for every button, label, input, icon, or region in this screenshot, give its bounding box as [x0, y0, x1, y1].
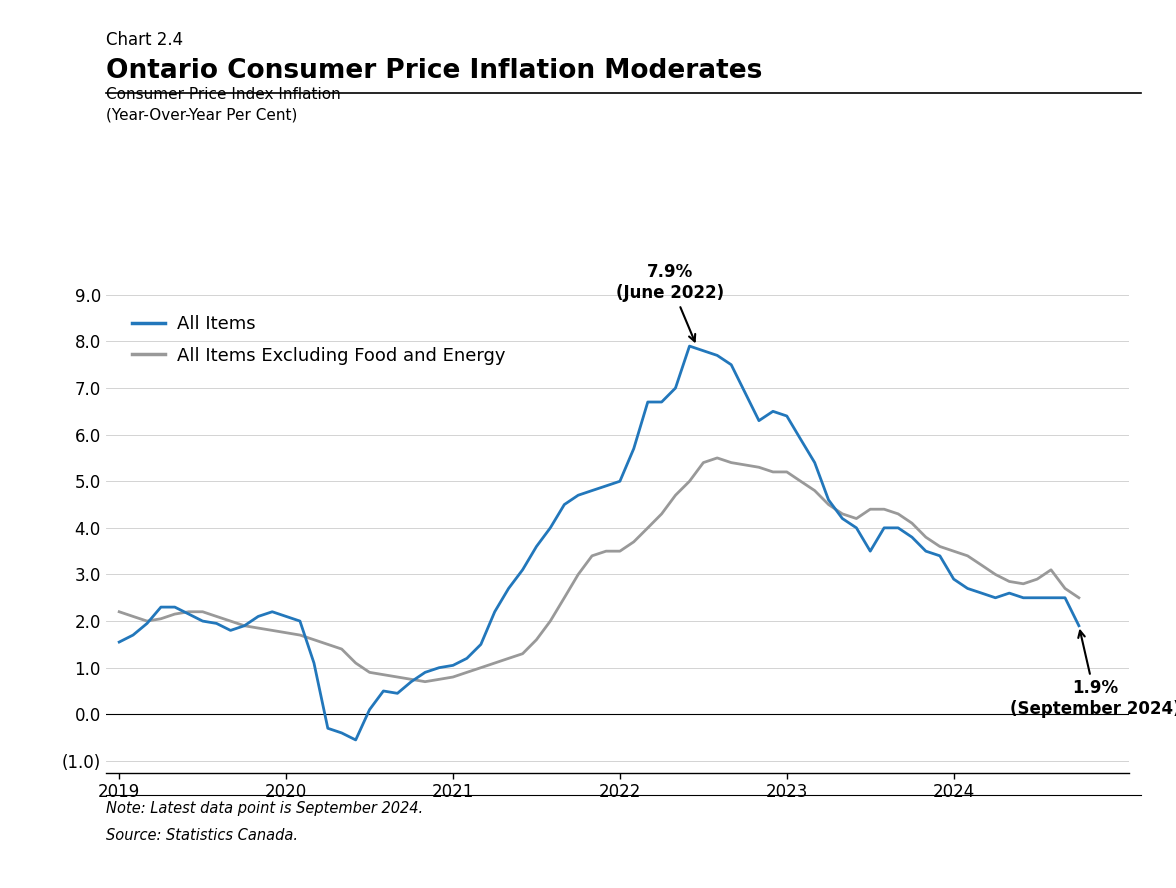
Text: (Year-Over-Year Per Cent): (Year-Over-Year Per Cent): [106, 107, 298, 123]
Text: Note: Latest data point is September 2024.: Note: Latest data point is September 202…: [106, 801, 423, 816]
Text: Ontario Consumer Price Inflation Moderates: Ontario Consumer Price Inflation Moderat…: [106, 58, 762, 83]
Text: 7.9%
(June 2022): 7.9% (June 2022): [616, 263, 724, 341]
Text: 1.9%
(September 2024): 1.9% (September 2024): [1010, 630, 1176, 718]
Legend: All Items, All Items Excluding Food and Energy: All Items, All Items Excluding Food and …: [125, 308, 513, 372]
Text: Source: Statistics Canada.: Source: Statistics Canada.: [106, 828, 298, 843]
Text: Consumer Price Index Inflation: Consumer Price Index Inflation: [106, 87, 341, 102]
Text: Chart 2.4: Chart 2.4: [106, 31, 183, 49]
